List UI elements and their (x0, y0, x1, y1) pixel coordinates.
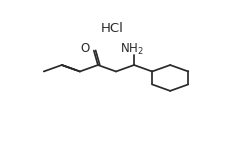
Text: HCl: HCl (101, 22, 124, 35)
Text: O: O (80, 42, 89, 55)
Text: NH$_2$: NH$_2$ (120, 41, 144, 57)
